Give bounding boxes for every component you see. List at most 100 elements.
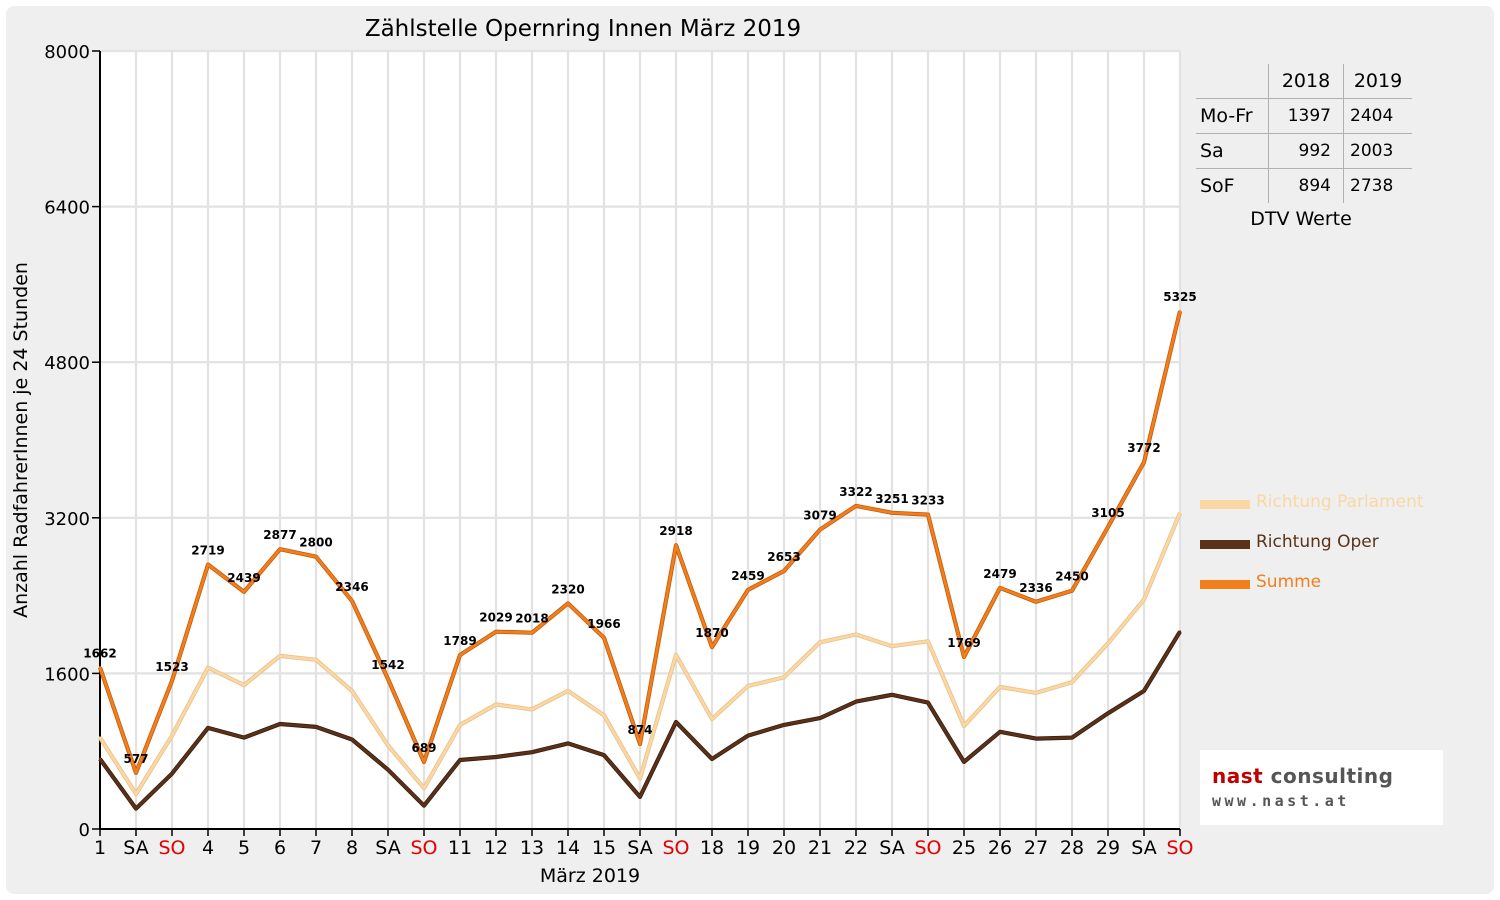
legend-label-oper: Richtung Oper: [1256, 532, 1379, 552]
data-point-summe: [314, 555, 318, 558]
data-point-richtung-parlament: [854, 633, 858, 636]
x-tick-label: SO: [914, 837, 941, 859]
data-point-richtung-parlament: [1106, 642, 1110, 645]
data-point-richtung-parlament: [674, 653, 678, 657]
data-point-richtung-oper: [674, 720, 678, 724]
data-label-summe: 874: [627, 723, 652, 737]
data-point-richtung-oper: [422, 804, 426, 807]
data-point-richtung-oper: [1034, 737, 1038, 740]
x-tick-label: SA: [627, 837, 652, 859]
data-point-richtung-oper: [926, 701, 930, 704]
data-point-richtung-parlament: [602, 714, 606, 717]
data-label-summe: 1523: [155, 660, 188, 674]
data-point-richtung-parlament: [926, 640, 930, 643]
x-tick-label: 6: [274, 837, 286, 859]
data-point-richtung-parlament: [1070, 680, 1074, 684]
x-tick-label: SA: [375, 837, 400, 859]
data-point-summe: [746, 588, 750, 592]
x-tick-label: 5: [238, 837, 250, 859]
data-point-summe: [782, 569, 786, 573]
dtv-value-2018: 1397: [1268, 98, 1344, 134]
logo-rest: consulting: [1263, 764, 1394, 788]
data-label-summe: 2459: [731, 569, 764, 583]
data-point-summe: [350, 599, 354, 603]
data-label-summe: 2719: [191, 544, 224, 558]
x-tick-label: 29: [1096, 837, 1120, 859]
data-point-richtung-parlament: [134, 792, 138, 796]
data-label-summe: 5325: [1163, 290, 1196, 304]
legend-swatch-oper: [1200, 540, 1250, 549]
dtv-header-blank: [1196, 64, 1269, 99]
data-label-summe: 3322: [839, 485, 872, 499]
data-point-summe: [422, 760, 426, 764]
data-label-summe: 1966: [587, 617, 620, 631]
data-point-richtung-oper: [134, 807, 138, 810]
data-point-richtung-parlament: [314, 658, 318, 661]
x-tick-label: 18: [700, 837, 724, 859]
dtv-row-sa: Sa 992 2003: [1196, 133, 1412, 169]
x-tick-label: SO: [410, 837, 437, 859]
data-point-richtung-parlament: [242, 683, 246, 687]
data-point-richtung-oper: [314, 725, 318, 729]
x-tick-label: 20: [772, 837, 796, 859]
data-point-richtung-parlament: [638, 777, 642, 780]
dtv-table: 2018 2019 Mo-Fr 1397 2404 Sa 992 2003 So…: [1196, 64, 1412, 203]
data-point-summe: [170, 679, 174, 683]
data-point-richtung-parlament: [566, 689, 570, 693]
data-label-summe: 1789: [443, 634, 476, 648]
x-tick-label: 1: [94, 837, 106, 859]
data-label-summe: 3105: [1091, 506, 1124, 520]
data-point-richtung-oper: [1178, 630, 1182, 633]
data-label-summe: 1662: [83, 646, 116, 660]
data-point-richtung-oper: [458, 758, 462, 762]
x-tick-label: 4: [202, 837, 214, 859]
data-label-summe: 3079: [803, 509, 836, 523]
nast-consulting-logo: nast consulting www.nast.at: [1200, 750, 1443, 825]
dtv-value-2019: 2003: [1343, 133, 1412, 169]
dtv-row-label: SoF: [1196, 168, 1269, 203]
data-point-richtung-oper: [1106, 712, 1110, 715]
data-point-richtung-parlament: [206, 666, 210, 669]
x-tick-label: 19: [736, 837, 760, 859]
dtv-caption: DTV Werte: [1250, 208, 1352, 230]
x-tick-label: 28: [1060, 837, 1084, 859]
data-point-richtung-parlament: [998, 685, 1002, 689]
x-axis-title: März 2019: [540, 865, 640, 887]
dtv-row-label: Mo-Fr: [1196, 98, 1269, 134]
data-label-summe: 2320: [551, 582, 584, 596]
data-label-summe: 689: [411, 741, 436, 755]
data-point-richtung-parlament: [1034, 691, 1038, 695]
data-point-summe: [458, 653, 462, 657]
data-point-richtung-parlament: [98, 736, 102, 739]
data-label-summe: 577: [123, 752, 148, 766]
logo-url: www.nast.at: [1212, 792, 1350, 810]
legend-label-summe: Summe: [1256, 572, 1322, 592]
data-point-richtung-oper: [782, 723, 786, 727]
data-point-richtung-oper: [1070, 736, 1074, 739]
data-label-summe: 2653: [767, 550, 800, 564]
data-point-richtung-oper: [206, 726, 210, 730]
x-tick-label: 21: [808, 837, 832, 859]
data-label-summe: 1542: [371, 658, 404, 672]
data-point-richtung-parlament: [1142, 598, 1146, 601]
data-point-richtung-parlament: [710, 717, 714, 721]
data-point-richtung-oper: [710, 757, 714, 761]
data-point-summe: [890, 511, 894, 515]
data-point-richtung-oper: [998, 730, 1002, 733]
data-point-summe: [242, 590, 246, 594]
data-point-richtung-oper: [278, 722, 282, 726]
data-point-richtung-parlament: [278, 654, 282, 658]
data-label-summe: 2029: [479, 611, 512, 625]
y-tick-label: 8000: [44, 42, 90, 63]
data-point-richtung-oper: [242, 736, 246, 739]
data-point-summe: [674, 544, 678, 547]
data-point-summe: [854, 504, 858, 508]
data-point-richtung-parlament: [386, 744, 390, 747]
data-point-summe: [1178, 309, 1182, 313]
data-label-summe: 1870: [695, 626, 728, 640]
x-tick-label: 12: [484, 837, 508, 859]
data-point-richtung-parlament: [422, 786, 426, 790]
data-point-richtung-oper: [746, 734, 750, 737]
data-label-summe: 1769: [947, 636, 980, 650]
y-tick-label: 0: [79, 820, 90, 841]
